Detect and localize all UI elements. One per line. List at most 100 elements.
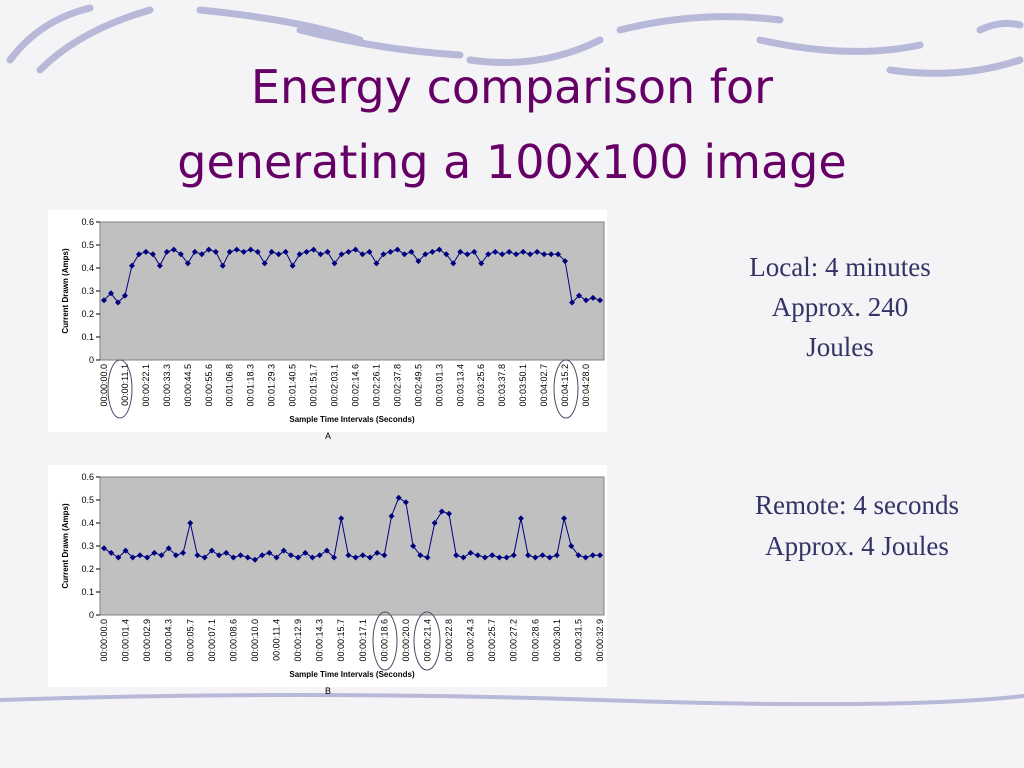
- point: [223, 549, 230, 556]
- point: [492, 248, 499, 255]
- point: [275, 251, 282, 258]
- point: [187, 520, 194, 526]
- point: [310, 246, 317, 253]
- point: [388, 513, 395, 520]
- y-tick-label: 0.6: [81, 472, 94, 482]
- point: [590, 294, 597, 301]
- point: [317, 251, 324, 258]
- point: [316, 552, 323, 559]
- point: [338, 515, 345, 522]
- point: [163, 248, 170, 255]
- x-tick-label: 00:00:18.6: [379, 619, 389, 662]
- note: Approx. 4 Joules: [765, 531, 949, 561]
- point: [273, 554, 280, 561]
- x-tick-label: 00:03:50.1: [518, 364, 528, 407]
- point: [136, 552, 143, 559]
- x-tick-label: 00:00:28.6: [530, 619, 540, 662]
- point: [309, 554, 316, 561]
- chart-caption: B: [325, 686, 331, 696]
- x-tick-label: 00:00:02.9: [142, 619, 152, 662]
- x-tick-label: 00:01:40.5: [288, 364, 298, 407]
- point: [443, 251, 450, 258]
- point: [431, 520, 438, 526]
- x-tick-label: 00:00:05.7: [185, 619, 195, 662]
- point: [151, 549, 158, 556]
- x-tick-label: 00:02:49.5: [413, 364, 423, 407]
- point: [108, 549, 115, 556]
- point: [230, 554, 237, 561]
- point: [101, 297, 107, 304]
- x-tick-label: 00:00:14.3: [315, 619, 325, 662]
- x-tick-label: 00:00:20.0: [401, 619, 411, 662]
- point: [212, 248, 219, 255]
- point: [156, 262, 163, 269]
- x-axis-title: Sample Time Intervals (Seconds): [289, 415, 415, 424]
- point: [589, 552, 596, 559]
- point: [144, 554, 151, 561]
- point: [302, 549, 309, 556]
- x-tick-label: 00:03:37.8: [497, 364, 507, 407]
- point: [485, 251, 492, 258]
- point: [244, 554, 251, 561]
- point: [446, 510, 453, 517]
- y-tick-label: 0: [89, 610, 94, 620]
- point: [541, 251, 548, 258]
- point: [287, 552, 294, 559]
- x-tick-label: 00:02:26.1: [371, 364, 381, 407]
- point: [548, 251, 555, 258]
- x-tick-label: 00:00:30.1: [552, 619, 562, 662]
- point: [457, 248, 464, 255]
- point: [402, 499, 409, 506]
- x-tick-label: 00:03:25.6: [476, 364, 486, 407]
- point: [503, 554, 510, 561]
- point: [122, 547, 129, 554]
- point: [555, 251, 562, 258]
- point: [415, 258, 422, 265]
- point: [374, 549, 381, 556]
- point: [359, 251, 366, 258]
- y-tick-label: 0.4: [81, 263, 94, 273]
- point: [266, 549, 273, 556]
- y-tick-label: 0.5: [81, 495, 94, 505]
- point: [261, 260, 268, 267]
- point: [170, 246, 177, 253]
- point: [478, 260, 485, 267]
- series-line: [103, 496, 600, 561]
- point: [553, 552, 560, 559]
- point: [194, 552, 201, 559]
- point: [303, 248, 310, 255]
- point: [205, 246, 212, 253]
- x-tick-label: 00:02:14.6: [350, 364, 360, 407]
- point: [366, 554, 373, 561]
- y-tick-label: 0.3: [81, 286, 94, 296]
- point: [201, 554, 208, 561]
- point: [450, 260, 457, 267]
- point: [198, 251, 205, 258]
- y-tick-label: 0.1: [81, 332, 94, 342]
- point: [453, 552, 460, 559]
- x-tick-label: 00:00:25.7: [487, 619, 497, 662]
- point: [129, 554, 136, 561]
- x-tick-label: 00:01:29.3: [267, 364, 277, 407]
- point: [282, 248, 289, 255]
- point: [474, 552, 481, 559]
- decoration: [0, 4, 1024, 707]
- point: [422, 251, 429, 258]
- point: [177, 251, 184, 258]
- point: [219, 262, 226, 269]
- point: [539, 552, 546, 559]
- point: [324, 248, 331, 255]
- highlight-ellipses: [107, 359, 579, 671]
- point: [489, 552, 496, 559]
- note: Remote: 4 seconds: [755, 490, 959, 520]
- point: [387, 248, 394, 255]
- x-tick-label: 00:00:04.3: [164, 619, 174, 662]
- point: [366, 248, 373, 255]
- point: [280, 547, 287, 554]
- point: [410, 543, 417, 549]
- x-tick-label: 00:00:24.3: [466, 619, 476, 662]
- point: [562, 258, 569, 265]
- point: [546, 554, 553, 561]
- x-tick-label: 00:00:32.9: [595, 619, 605, 662]
